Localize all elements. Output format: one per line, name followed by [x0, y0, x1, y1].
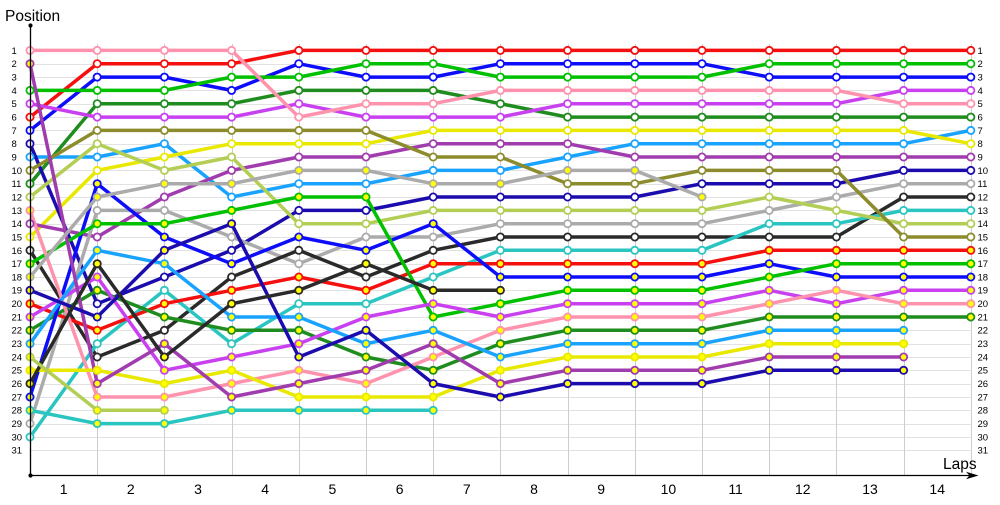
svg-text:31: 31: [978, 446, 989, 457]
svg-text:27: 27: [12, 392, 23, 403]
svg-text:31: 31: [12, 446, 23, 457]
svg-text:10: 10: [661, 481, 677, 497]
svg-text:25: 25: [12, 366, 23, 377]
svg-text:16: 16: [12, 246, 23, 257]
svg-text:8: 8: [530, 481, 538, 497]
svg-text:27: 27: [978, 392, 989, 403]
svg-text:17: 17: [12, 259, 23, 270]
svg-text:9: 9: [597, 481, 605, 497]
svg-text:9: 9: [978, 152, 983, 163]
svg-text:12: 12: [12, 192, 23, 203]
svg-text:9: 9: [12, 152, 17, 163]
svg-text:1: 1: [60, 481, 68, 497]
svg-text:2: 2: [12, 59, 17, 70]
svg-text:14: 14: [12, 219, 23, 230]
svg-text:2: 2: [127, 481, 135, 497]
svg-text:20: 20: [978, 299, 989, 310]
svg-text:5: 5: [329, 481, 337, 497]
svg-text:16: 16: [978, 246, 989, 257]
svg-text:8: 8: [978, 139, 983, 150]
svg-text:Laps: Laps: [943, 456, 977, 473]
svg-text:7: 7: [978, 126, 983, 137]
svg-text:Position: Position: [5, 8, 60, 25]
svg-text:30: 30: [978, 432, 989, 443]
svg-text:3: 3: [194, 481, 202, 497]
svg-text:13: 13: [862, 481, 878, 497]
svg-text:10: 10: [12, 166, 23, 177]
svg-text:23: 23: [978, 339, 989, 350]
svg-text:14: 14: [929, 481, 945, 497]
svg-text:1: 1: [12, 46, 17, 57]
svg-text:6: 6: [396, 481, 404, 497]
svg-text:24: 24: [12, 352, 23, 363]
svg-text:29: 29: [978, 419, 989, 430]
svg-text:18: 18: [12, 272, 23, 283]
svg-text:18: 18: [978, 272, 989, 283]
svg-text:5: 5: [12, 99, 17, 110]
svg-text:15: 15: [978, 232, 989, 243]
svg-text:8: 8: [12, 139, 17, 150]
svg-text:20: 20: [12, 299, 23, 310]
svg-text:29: 29: [12, 419, 23, 430]
svg-text:17: 17: [978, 259, 989, 270]
svg-text:12: 12: [978, 192, 989, 203]
svg-text:11: 11: [12, 179, 22, 190]
svg-text:2: 2: [978, 59, 983, 70]
svg-text:13: 13: [978, 206, 989, 217]
svg-text:21: 21: [978, 312, 989, 323]
svg-text:22: 22: [978, 326, 989, 337]
svg-text:10: 10: [978, 166, 989, 177]
svg-text:11: 11: [728, 481, 743, 497]
svg-text:7: 7: [12, 126, 17, 137]
svg-text:19: 19: [12, 286, 23, 297]
svg-text:12: 12: [795, 481, 811, 497]
svg-text:4: 4: [261, 481, 269, 497]
svg-text:15: 15: [12, 232, 23, 243]
svg-text:26: 26: [978, 379, 989, 390]
svg-text:21: 21: [12, 312, 23, 323]
svg-text:14: 14: [978, 219, 989, 230]
svg-text:1: 1: [978, 46, 983, 57]
svg-text:19: 19: [978, 286, 989, 297]
svg-text:4: 4: [978, 86, 983, 97]
svg-text:11: 11: [978, 179, 988, 190]
svg-text:6: 6: [978, 113, 983, 124]
svg-text:28: 28: [978, 406, 989, 417]
svg-text:6: 6: [12, 113, 17, 124]
svg-text:13: 13: [12, 206, 23, 217]
svg-text:28: 28: [12, 406, 23, 417]
svg-text:25: 25: [978, 366, 989, 377]
svg-text:26: 26: [12, 379, 23, 390]
svg-text:23: 23: [12, 339, 23, 350]
svg-text:5: 5: [978, 99, 983, 110]
svg-text:22: 22: [12, 326, 23, 337]
svg-text:3: 3: [978, 73, 983, 84]
svg-text:30: 30: [12, 432, 23, 443]
svg-text:3: 3: [12, 73, 17, 84]
svg-text:4: 4: [12, 86, 17, 97]
svg-text:7: 7: [463, 481, 471, 497]
svg-text:24: 24: [978, 352, 989, 363]
